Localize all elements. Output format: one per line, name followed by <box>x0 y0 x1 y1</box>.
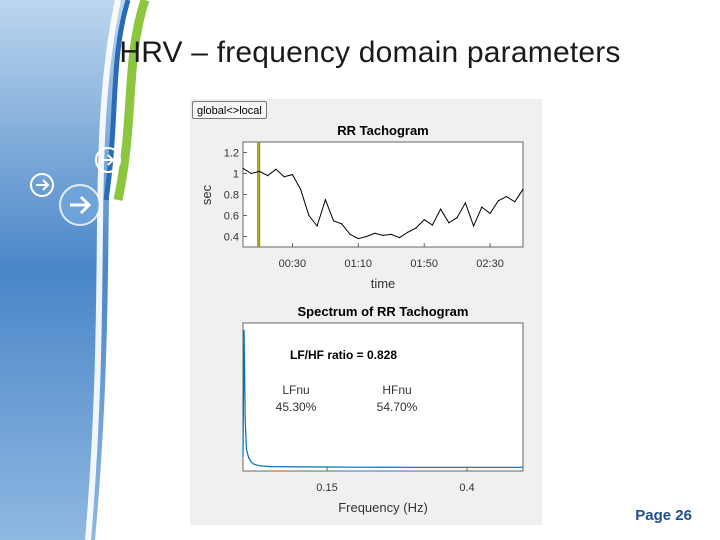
spectrum-point <box>298 466 300 468</box>
lfnu-value: 45.30% <box>276 400 317 414</box>
tachogram-point <box>456 217 458 219</box>
spectrum-point <box>248 457 250 459</box>
tachogram-point <box>505 196 508 198</box>
spectrum-xtick-label: 0.4 <box>459 482 474 494</box>
tachogram-point <box>374 232 376 234</box>
spectrum-point <box>253 463 255 465</box>
matlab-figure: RR Tachogram time sec 1.2 1 0.8 0.6 0.4 00:30… <box>190 99 542 525</box>
tachogram-point <box>365 235 368 238</box>
page-number: Page 26 <box>635 507 692 524</box>
spectrum-title: Spectrum of RR Tachogram <box>298 304 469 319</box>
tachogram-point <box>357 238 359 240</box>
spectrum-xtick-label: 0.15 <box>316 482 337 494</box>
tachogram-xlabel: time <box>371 276 396 291</box>
arrow-circle-icon-large <box>59 184 101 226</box>
spectrum-point <box>522 466 524 468</box>
tachogram-point <box>407 231 409 233</box>
tachogram-point <box>398 237 401 239</box>
tachogram-point <box>324 199 326 201</box>
slide-title: HRV – frequency domain parameters <box>119 36 621 69</box>
lf-hf-ratio-annotation: LF/HF ratio = 0.828 <box>290 348 397 362</box>
tachogram-point <box>349 233 351 235</box>
spectrum-xlabel: Frequency (Hz) <box>338 500 428 515</box>
tachogram-point <box>415 227 417 229</box>
tachogram-point <box>300 188 302 190</box>
figure-canvas: RR Tachogram time sec 1.2 1 0.8 0.6 0.4 00:30… <box>199 123 524 515</box>
tachogram-point <box>291 174 293 176</box>
tachogram-axes-box <box>242 141 524 248</box>
tachogram-point <box>514 201 516 203</box>
hfnu-label: HFnu <box>382 383 411 397</box>
spectrum-point <box>250 461 252 463</box>
slide-decoration <box>0 0 150 540</box>
tachogram-point <box>283 176 285 178</box>
tachogram-xtick-label: 01:50 <box>410 258 438 270</box>
spectrum-point <box>410 466 412 468</box>
spectrum-point <box>243 329 245 331</box>
tachogram-ytick-label: 0.6 <box>224 211 239 223</box>
tachogram-xtick-label: 00:30 <box>279 258 307 270</box>
tachogram-point <box>308 214 310 217</box>
tachogram-point <box>473 225 475 227</box>
arrow-circle-icon-small <box>30 173 54 197</box>
tachogram-point <box>440 208 442 210</box>
tachogram-point <box>489 212 491 214</box>
arrow-circle-icon-medium <box>95 147 121 173</box>
tachogram-ylabel: sec <box>199 184 214 205</box>
tachogram-xtick-label: 01:10 <box>345 258 373 270</box>
tachogram-title: RR Tachogram <box>337 123 429 138</box>
spectrum-point <box>245 448 247 450</box>
tachogram-xtick-label: 02:30 <box>476 258 504 270</box>
tachogram-point <box>390 233 392 235</box>
spectrum-point <box>326 466 328 468</box>
hfnu-value: 54.70% <box>377 400 418 414</box>
tachogram-point <box>267 175 269 177</box>
tachogram-point <box>448 222 450 224</box>
tachogram-ytick-label: 0.8 <box>224 190 239 202</box>
spectrum-point <box>466 466 468 468</box>
tachogram-point <box>431 224 433 226</box>
tachogram-point <box>497 200 499 202</box>
tachogram-point <box>382 234 384 236</box>
tachogram-point <box>275 168 277 170</box>
tachogram-point <box>522 188 524 190</box>
tachogram-point <box>481 206 483 208</box>
tachogram-point <box>316 225 318 227</box>
global-local-toggle-button[interactable]: global<>local <box>192 101 267 119</box>
spectrum-point <box>354 466 356 468</box>
tachogram-point <box>333 220 335 222</box>
tachogram-ytick-label: 1.2 <box>224 148 239 160</box>
spectrum-point <box>244 418 246 420</box>
tachogram-point <box>250 172 252 175</box>
lfnu-label: LFnu <box>282 383 309 397</box>
tachogram-ytick-label: 0.4 <box>224 232 239 244</box>
spectrum-point <box>242 455 244 457</box>
spectrum-axes-box <box>242 322 524 472</box>
tachogram-point <box>242 167 244 169</box>
tachogram-ytick-label: 1 <box>233 169 239 181</box>
tachogram-point <box>423 219 425 221</box>
spectrum-point <box>270 466 272 468</box>
spectrum-point <box>259 465 261 467</box>
tachogram-point <box>341 223 343 225</box>
tachogram-point <box>464 202 466 204</box>
tachogram-point <box>258 170 261 172</box>
